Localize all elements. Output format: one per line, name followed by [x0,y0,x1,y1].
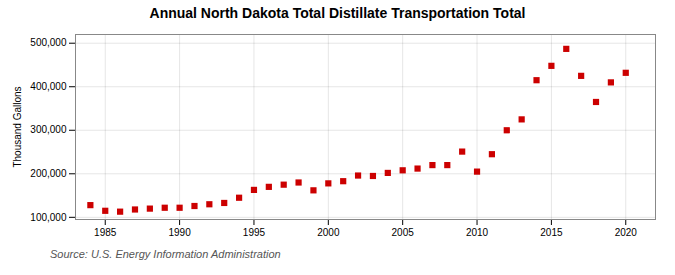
svg-text:1990: 1990 [168,227,191,238]
svg-text:2000: 2000 [317,227,340,238]
svg-text:300,000: 300,000 [30,124,67,135]
html-text:Source: U.S. Energy Informatio: Source: U.S. Energy Information Administ… [50,248,281,260]
svg-text:Thousand Gallons: Thousand Gallons [12,86,23,167]
svg-text:1985: 1985 [94,227,117,238]
html-text:Annual North Dakota Total Dist: Annual North Dakota Total Distillate Tra… [149,5,526,21]
svg-text:2020: 2020 [615,227,638,238]
svg-text:2010: 2010 [466,227,489,238]
svg-text:2015: 2015 [540,227,563,238]
svg-text:500,000: 500,000 [30,37,67,48]
svg-text:2005: 2005 [392,227,415,238]
svg-text:200,000: 200,000 [30,168,67,179]
svg-text:100,000: 100,000 [30,212,67,223]
svg-text:400,000: 400,000 [30,81,67,92]
svg-text:1995: 1995 [243,227,266,238]
